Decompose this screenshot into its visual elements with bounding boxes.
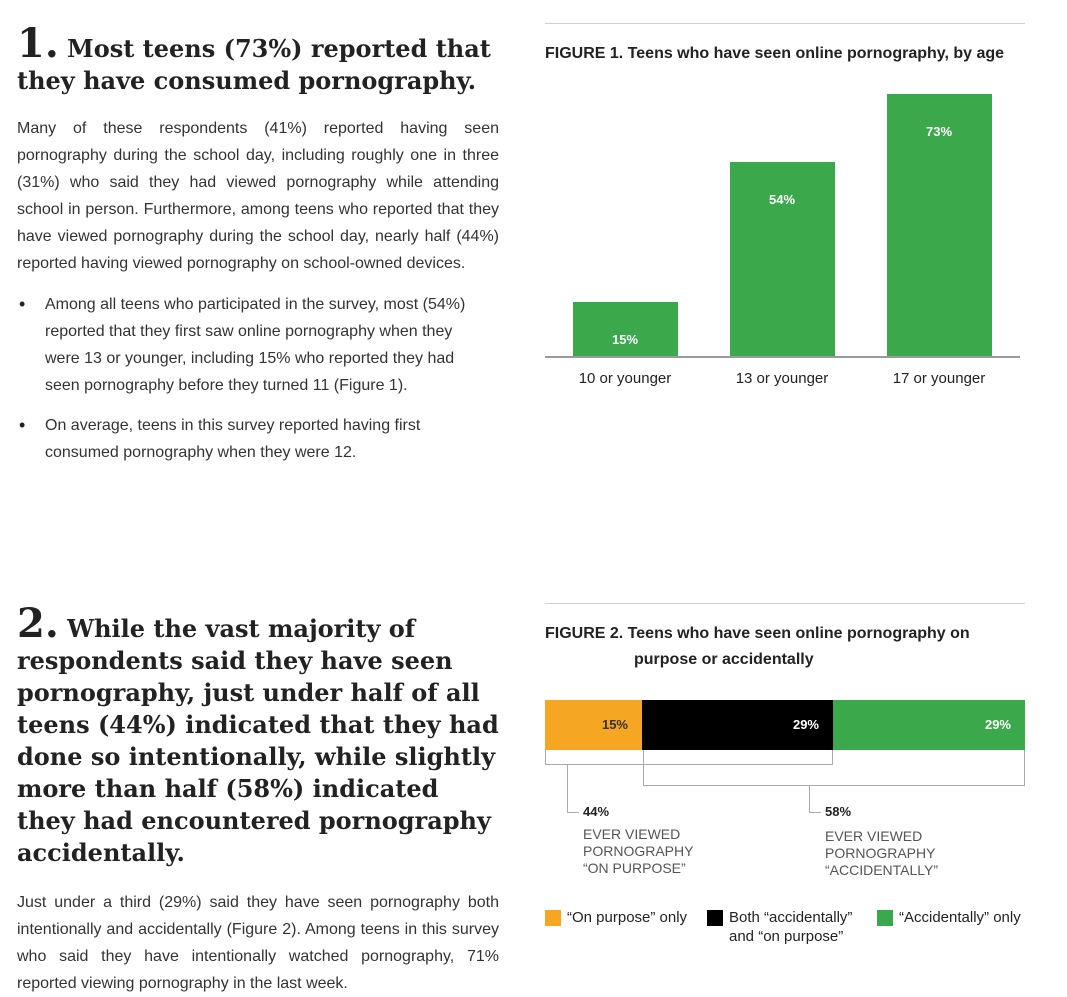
annotation-leader-left (567, 765, 579, 813)
annotation-value: 58% (825, 804, 852, 819)
section1-bullet-list: Among all teens who participated in the … (17, 291, 477, 466)
bar (886, 94, 992, 356)
legend-swatch (545, 910, 561, 926)
annotation-value: 44% (583, 804, 610, 819)
annotation-on-purpose: 44% EVER VIEWED PORNOGRAPHY “ON PURPOSE” (583, 804, 783, 877)
figure2-title: FIGURE 2. Teens who have seen online por… (545, 621, 1025, 673)
bar (572, 302, 678, 356)
legend-label: Both “accidentally” (729, 909, 853, 926)
annotation-line: EVER VIEWED (825, 828, 923, 844)
figure2-title-line1: FIGURE 2. Teens who have seen online por… (545, 625, 970, 642)
bar-segment-label: 29% (792, 717, 819, 732)
section1-heading: 1. Most teens (73%) reported that they h… (17, 24, 502, 97)
legend-label-line2: and “on purpose” (729, 928, 844, 945)
annotation-line: “ACCIDENTALLY” (825, 862, 939, 878)
annotation-line: PORNOGRAPHY (825, 845, 936, 861)
bar-segment (545, 700, 642, 750)
annotation-line: EVER VIEWED (583, 826, 681, 842)
annotation-line: PORNOGRAPHY (583, 843, 694, 859)
section1-heading-text: Most teens (73%) reported that they have… (17, 34, 491, 95)
section2-number: 2. (17, 600, 59, 647)
figure2-title-line2: purpose or accidentally (634, 651, 814, 668)
figure2-stacked-bar: 15% 29% 29% (545, 700, 1025, 750)
legend-swatch (877, 910, 893, 926)
annotation-line: “ON PURPOSE” (583, 860, 686, 876)
list-item: Among all teens who participated in the … (17, 291, 477, 399)
figure2-legend: “On purpose” only Both “accidentally” an… (545, 908, 1025, 948)
legend-label: “Accidentally” only (899, 909, 1021, 926)
list-item: On average, teens in this survey reporte… (17, 412, 477, 466)
bracket-on-purpose (545, 750, 833, 765)
annotation-leader-right (809, 786, 821, 813)
bar-segment (833, 700, 1025, 750)
section1-number: 1. (17, 20, 59, 67)
bar-segment-label: 15% (601, 717, 628, 732)
section2-paragraph: Just under a third (29%) said they have … (17, 894, 499, 992)
bar-segment (642, 700, 833, 750)
bracket-accidentally (643, 750, 1025, 786)
section2-heading: 2. While the vast majority of respondent… (17, 604, 502, 869)
legend-label: “On purpose” only (567, 909, 688, 926)
bar-value-label: 54% (768, 192, 796, 208)
x-tick-label: 17 or younger (892, 370, 986, 387)
x-tick-label: 13 or younger (735, 370, 829, 387)
bar-value-label: 73% (925, 124, 953, 139)
figure1-chart: 15% 10 or younger 54% 13 or younger 73% 17 or… (545, 60, 1020, 400)
annotation-accidentally: 58% EVER VIEWED PORNOGRAPHY “ACCIDENTALL… (825, 804, 1025, 879)
figure1-top-rule (545, 23, 1025, 24)
bar-value-label: 15% (611, 332, 639, 348)
bar-segment-label: 29% (984, 717, 1011, 732)
section2-heading-text: While the vast majority of respondents s… (17, 614, 499, 867)
x-tick-label: 10 or younger (578, 370, 672, 387)
section2-text: 2. While the vast majority of respondent… (17, 604, 502, 997)
section1-paragraph: Many of these respondents (41%) reported… (17, 120, 499, 272)
x-axis-line (545, 356, 1020, 358)
bar (729, 162, 835, 356)
legend-swatch (707, 910, 723, 926)
figure1-title: FIGURE 1. Teens who have seen online por… (545, 45, 1005, 62)
figure2-top-rule (545, 603, 1025, 604)
section1-text: 1. Most teens (73%) reported that they h… (17, 24, 502, 479)
